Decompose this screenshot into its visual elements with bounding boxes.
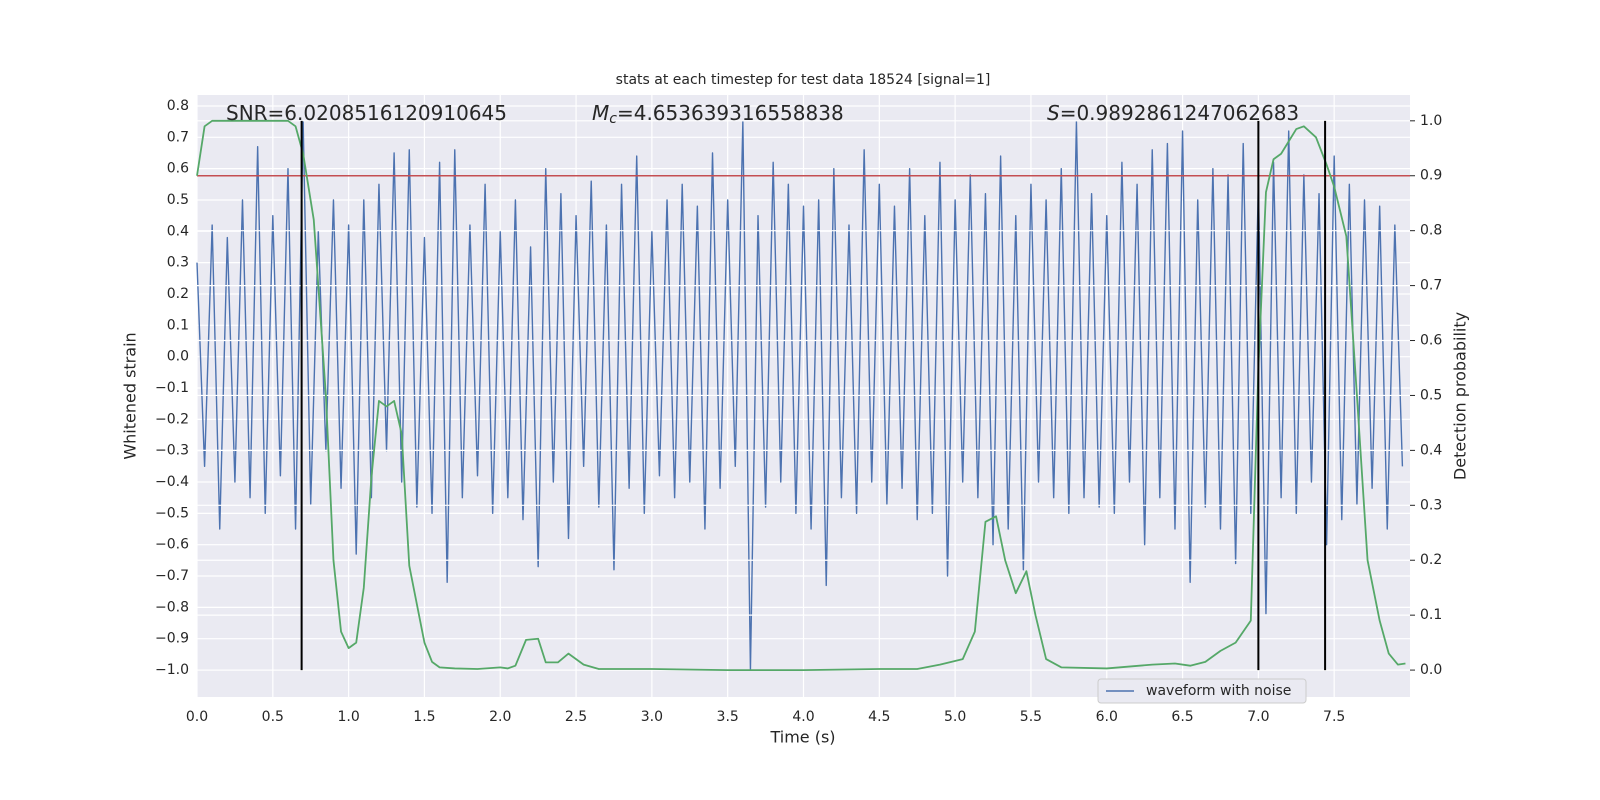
annotation-symbol: S [1047, 101, 1060, 125]
x-tick-label: 4.0 [792, 709, 814, 725]
x-tick-label: 7.0 [1247, 709, 1269, 725]
y2-tick-label: 0.2 [1420, 552, 1442, 568]
annotation: Mc=4.653639316558838 [592, 101, 844, 128]
y-tick-label: −0.8 [155, 599, 189, 615]
x-tick-label: 2.5 [565, 709, 587, 725]
x-tick-label: 1.0 [337, 709, 359, 725]
y2-tick-label: 0.7 [1420, 278, 1442, 294]
annotation-subscript: c [609, 111, 617, 127]
x-axis-label: Time (s) [769, 728, 835, 747]
y-tick-label: −0.9 [155, 631, 189, 647]
annotation: SNR=6.0208516120910645 [226, 101, 507, 125]
y-tick-label: 0.7 [167, 129, 189, 145]
annotation-text: SNR=6.0208516120910645 [226, 101, 507, 125]
annotation-symbol: M [592, 101, 609, 125]
y-tick-label: −0.4 [155, 474, 189, 490]
x-tick-label: 3.0 [641, 709, 663, 725]
y-axis-label: Whitened strain [121, 332, 140, 459]
y-tick-label: 0.8 [167, 98, 189, 114]
y2-tick-label: 0.9 [1420, 168, 1442, 184]
y-tick-label: 0.1 [167, 317, 189, 333]
y-tick-label: 0.4 [167, 223, 189, 239]
y2-tick-label: 0.6 [1420, 333, 1442, 349]
legend-box [1097, 678, 1307, 704]
y-tick-label: 0.6 [167, 161, 189, 177]
y-tick-label: −0.6 [155, 537, 189, 553]
y2-tick-label: 0.3 [1420, 497, 1442, 513]
x-tick-label: 4.5 [868, 709, 890, 725]
annotation: S=0.9892861247062683 [1047, 101, 1299, 125]
y-tick-label: −0.2 [155, 411, 189, 427]
x-tick-label: 0.0 [186, 709, 208, 725]
y-tick-label: −0.5 [155, 505, 189, 521]
y2-tick-label: 0.0 [1420, 662, 1442, 678]
y-tick-label: −0.7 [155, 568, 189, 584]
y-tick-label: 0.0 [167, 349, 189, 365]
y2-tick-label: 0.8 [1420, 223, 1442, 239]
data-line [196, 120, 1404, 671]
y-tick-label: −0.1 [155, 380, 189, 396]
y-tick-label: 0.2 [167, 286, 189, 302]
y2-tick-label: 0.1 [1420, 607, 1442, 623]
x-tick-label: 6.5 [1171, 709, 1193, 725]
y-tick-label: −1.0 [155, 662, 189, 678]
y-tick-label: 0.5 [167, 192, 189, 208]
y2-tick-label: 1.0 [1420, 113, 1442, 129]
x-tick-label: 3.5 [717, 709, 739, 725]
y2-axis-label: Detection probability [1451, 312, 1470, 480]
annotation-text: =4.653639316558838 [617, 101, 844, 125]
legend-label: waveform with noise [1146, 683, 1291, 699]
annotation-text: =0.9892861247062683 [1060, 101, 1299, 125]
x-tick-label: 5.5 [1020, 709, 1042, 725]
y2-tick-label: 0.5 [1420, 387, 1442, 403]
chart-title: stats at each timestep for test data 185… [616, 72, 991, 88]
y2-tick-label: 0.4 [1420, 442, 1442, 458]
y-tick-label: −0.3 [155, 443, 189, 459]
x-tick-label: 0.5 [262, 709, 284, 725]
x-tick-label: 7.5 [1323, 709, 1345, 725]
x-tick-label: 6.0 [1096, 709, 1118, 725]
x-tick-label: 2.0 [489, 709, 511, 725]
x-tick-label: 5.0 [944, 709, 966, 725]
data-line [196, 119, 1406, 671]
y-tick-label: 0.3 [167, 255, 189, 271]
x-tick-label: 1.5 [413, 709, 435, 725]
